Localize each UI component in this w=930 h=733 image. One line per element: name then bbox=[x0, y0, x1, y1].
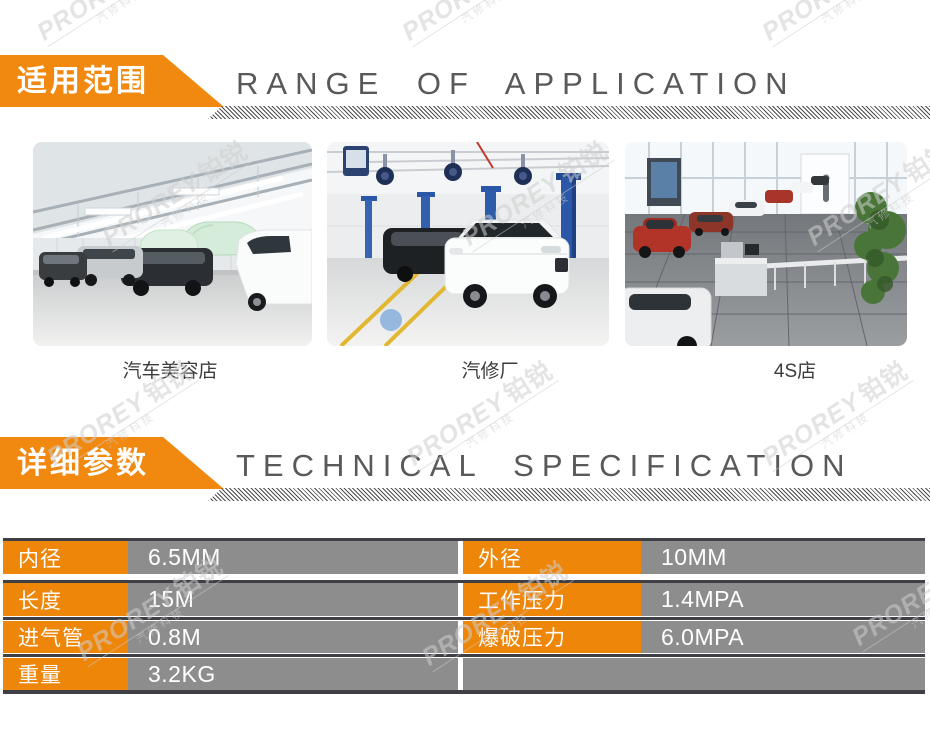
table-bottom-border bbox=[3, 690, 925, 694]
spec-label: 外径 bbox=[463, 541, 641, 574]
row-divider bbox=[3, 538, 925, 541]
watermark-subtitle: 汽修科技 bbox=[47, 0, 195, 58]
section-badge-range: 适用范围 bbox=[0, 55, 224, 107]
spec-label: 进气管 bbox=[3, 621, 128, 653]
watermark-brand: PROREY bbox=[32, 0, 141, 47]
spec-label: 重量 bbox=[3, 658, 128, 690]
spec-value: 10MM bbox=[641, 541, 925, 574]
section-badge-spec-label: 详细参数 bbox=[17, 447, 149, 480]
photo-caption-4s-dealership: 4S店 bbox=[773, 361, 817, 382]
gallery-photo-auto-repair-shop bbox=[327, 142, 609, 346]
watermark-subtitle: 汽修科技 bbox=[772, 0, 920, 58]
gallery-photo-car-beauty-shop bbox=[33, 142, 312, 346]
spec-table: 内径 6.5MM 外径 10MM 长度 15M 工作压力 1.4MPA 进气管 … bbox=[3, 537, 925, 697]
section-heading-range: RANGE OF APPLICATION bbox=[236, 66, 796, 101]
photo-caption-auto-repair-shop: 汽修厂 bbox=[461, 361, 519, 382]
spec-value: 0.8M bbox=[128, 621, 458, 653]
spec-label: 内径 bbox=[3, 541, 128, 574]
spec-value: 1.4MPA bbox=[641, 583, 925, 616]
section-heading-spec: TECHNICAL SPECIFICATION bbox=[236, 448, 853, 483]
watermark-brand-cn: 铂锐 bbox=[854, 356, 913, 409]
auto-repair-shop-illustration bbox=[327, 142, 609, 346]
watermark-brand: PROREY bbox=[757, 0, 866, 47]
watermark-subtitle: 汽修科技 bbox=[412, 0, 560, 58]
spec-label: 工作压力 bbox=[463, 583, 641, 616]
watermark-brand: PROREY bbox=[397, 0, 506, 47]
photo-caption-car-beauty-shop: 汽车美容店 bbox=[122, 361, 218, 382]
section-badge-spec: 详细参数 bbox=[0, 437, 224, 489]
car-beauty-shop-illustration bbox=[33, 142, 312, 346]
row-divider bbox=[3, 617, 925, 620]
spec-value: 15M bbox=[128, 583, 458, 616]
gallery-photo-4s-dealership bbox=[625, 142, 907, 346]
spec-label: 长度 bbox=[3, 583, 128, 616]
hatch-stripe-band bbox=[208, 488, 930, 501]
hatch-stripe-band bbox=[208, 106, 930, 119]
spec-empty-cell bbox=[463, 658, 925, 690]
section-badge-range-label: 适用范围 bbox=[17, 65, 149, 98]
spec-value: 6.5MM bbox=[128, 541, 458, 574]
row-divider bbox=[3, 654, 925, 657]
spec-value: 6.0MPA bbox=[641, 621, 925, 653]
spec-value: 3.2KG bbox=[128, 658, 458, 690]
row-divider bbox=[3, 580, 925, 583]
spec-label: 爆破压力 bbox=[463, 621, 641, 653]
4s-dealership-illustration bbox=[625, 142, 907, 346]
